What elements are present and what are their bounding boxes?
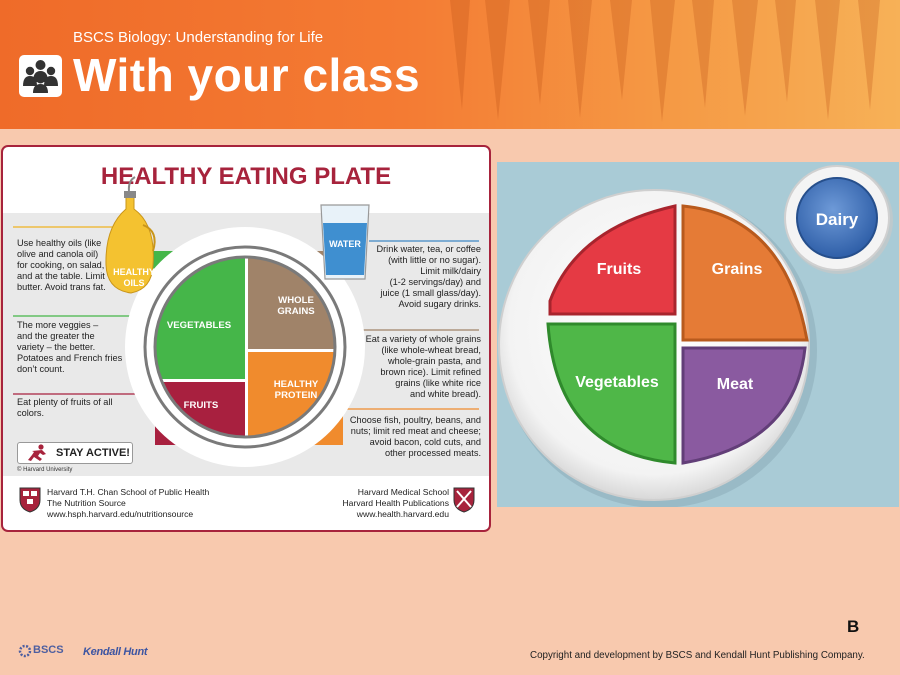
kendall-hunt-logo: Kendall Hunt [83,646,148,658]
copyright-notice: Copyright and development by BSCS and Ke… [530,650,865,661]
stay-active-badge: STAY ACTIVE! [17,442,133,464]
myplate-dairy-circle [796,177,878,259]
bscs-logo-text: BSCS [33,644,64,656]
slide-header: BSCS Biology: Understanding for Life Wit… [0,0,900,129]
group-people-icon [19,55,62,97]
harvard-copyright: © Harvard University [17,467,73,473]
myplate-meat-label: Meat [717,376,754,393]
myplate-figure: Fruits Grains Vegetables Meat Dairy [497,162,899,507]
harvard-medical-shield-icon [453,487,475,513]
slide-title: With your class [73,49,421,101]
healthy-protein-label: HEALTHY PROTEIN [273,379,319,401]
fruits-label: FRUITS [183,400,219,411]
myplate-grains-section [681,204,809,342]
myplate-vegetables-label: Vegetables [575,374,659,391]
chan-school-footer: Harvard T.H. Chan School of Public Healt… [47,487,210,519]
harvard-shield-icon [19,487,41,513]
stay-active-text: STAY ACTIVE! [56,447,130,459]
whole-grains-label: WHOLE GRAINS [277,295,315,317]
healthy-eating-plate-figure: HEALTHY EATING PLATE H [1,145,491,532]
fruits-note: Eat plenty of fruits of all colors. [17,397,113,418]
plate-illustration [13,176,479,467]
medical-school-footer: Harvard Medical School Harvard Health Pu… [342,487,449,519]
water-label: WATER [329,239,361,249]
myplate-grains-label: Grains [712,261,763,278]
oils-note: Use healthy oils (like olive and canola … [17,238,106,292]
vegetables-label: VEGETABLES [166,320,232,331]
myplate-fruits-label: Fruits [597,261,642,278]
grains-note: Eat a variety of whole grains (like whol… [365,334,481,399]
course-subtitle: BSCS Biology: Understanding for Life [73,29,324,46]
bscs-gear-icon [18,644,32,658]
myplate-vegetables-section [546,322,677,465]
myplate-fruits-section [548,204,677,316]
bscs-logo: BSCS [18,644,66,660]
water-note: Drink water, tea, or coffee (with little… [376,244,481,309]
panel-letter: B [847,617,860,636]
oil-bottle-icon [105,176,156,294]
healthy-oils-label: HEALTHY OILS [113,267,155,288]
running-person-icon [28,444,46,461]
healthy-eating-plate-title: HEALTHY EATING PLATE [100,163,392,190]
myplate-dairy-label: Dairy [816,210,859,229]
myplate-illustration: Fruits Grains Vegetables Meat Dairy [498,165,893,507]
protein-note: Choose fish, poultry, beans, and nuts; l… [349,415,481,458]
vegetables-note: The more veggies – and the greater the v… [17,320,123,374]
myplate-meat-section [681,346,807,465]
water-glass-icon [320,204,370,280]
carrot-pattern-decoration [450,0,880,122]
